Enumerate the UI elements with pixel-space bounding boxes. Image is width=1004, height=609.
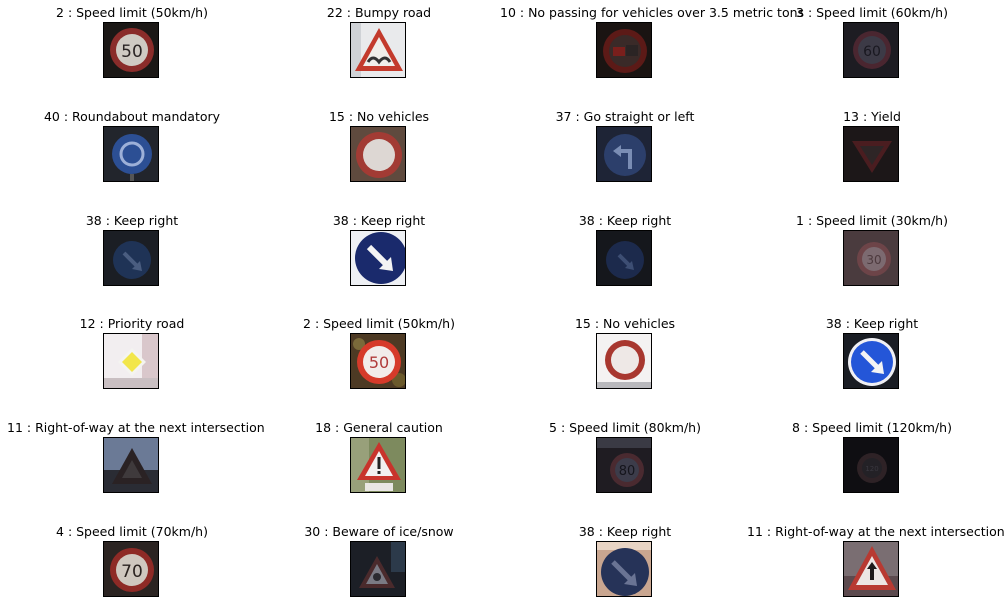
sign-cell: 38 : Keep right bbox=[747, 316, 997, 412]
sign-cell: 22 : Bumpy road bbox=[254, 5, 504, 101]
sign-cell: 38 : Keep right bbox=[7, 213, 257, 309]
sign-caption: 38 : Keep right bbox=[825, 316, 919, 331]
svg-text:50: 50 bbox=[369, 353, 389, 372]
sign-caption: 3 : Speed limit (60km/h) bbox=[796, 5, 948, 20]
sign-caption: 22 : Bumpy road bbox=[326, 5, 432, 20]
sign-caption: 10 : No passing for vehicles over 3.5 me… bbox=[500, 5, 805, 20]
sign-cell: 37 : Go straight or left bbox=[500, 109, 750, 205]
sign-caption: 38 : Keep right bbox=[85, 213, 179, 228]
sign-cell: 38 : Keep right bbox=[500, 213, 750, 309]
svg-text:80: 80 bbox=[619, 464, 636, 479]
sign-image bbox=[596, 541, 652, 597]
svg-text:30: 30 bbox=[866, 253, 881, 267]
sign-cell: 18 : General caution bbox=[254, 420, 504, 516]
sign-image: 70 bbox=[103, 541, 159, 597]
sign-caption: 37 : Go straight or left bbox=[555, 109, 695, 124]
sign-cell: 3 : Speed limit (60km/h) 60 bbox=[747, 5, 997, 101]
sign-image bbox=[596, 22, 652, 78]
sign-image bbox=[350, 22, 406, 78]
sign-image bbox=[350, 126, 406, 182]
sign-caption: 18 : General caution bbox=[315, 420, 443, 435]
svg-text:120: 120 bbox=[865, 465, 878, 473]
sign-caption: 12 : Priority road bbox=[79, 316, 185, 331]
sign-caption: 11 : Right-of-way at the next intersecti… bbox=[747, 524, 1004, 539]
sign-image bbox=[350, 230, 406, 286]
sign-cell: 2 : Speed limit (50km/h) 50 bbox=[254, 316, 504, 412]
sign-image bbox=[843, 126, 899, 182]
sign-caption: 38 : Keep right bbox=[578, 213, 672, 228]
sign-image bbox=[596, 333, 652, 389]
sign-cell: 11 : Right-of-way at the next intersecti… bbox=[7, 420, 265, 516]
sign-cell: 38 : Keep right bbox=[254, 213, 504, 309]
sign-image: 50 bbox=[350, 333, 406, 389]
sign-image bbox=[596, 126, 652, 182]
sign-caption: 5 : Speed limit (80km/h) bbox=[549, 420, 701, 435]
sign-cell: 5 : Speed limit (80km/h) 80 bbox=[500, 420, 750, 516]
sign-cell: 2 : Speed limit (50km/h) 50 bbox=[7, 5, 257, 101]
sign-caption: 2 : Speed limit (50km/h) bbox=[303, 316, 455, 331]
sign-image: 60 bbox=[843, 22, 899, 78]
sign-caption: 15 : No vehicles bbox=[574, 316, 676, 331]
sign-image bbox=[103, 230, 159, 286]
sign-cell: 8 : Speed limit (120km/h) 120 bbox=[747, 420, 997, 516]
sign-image bbox=[843, 333, 899, 389]
sign-image bbox=[350, 541, 406, 597]
sign-cell: 1 : Speed limit (30km/h) 30 bbox=[747, 213, 997, 309]
svg-text:70: 70 bbox=[121, 562, 143, 582]
sign-caption: 1 : Speed limit (30km/h) bbox=[796, 213, 948, 228]
sign-image bbox=[843, 541, 899, 597]
sign-image bbox=[103, 126, 159, 182]
sign-caption: 2 : Speed limit (50km/h) bbox=[56, 5, 208, 20]
sign-cell: 4 : Speed limit (70km/h) 70 bbox=[7, 524, 257, 609]
sign-image: 30 bbox=[843, 230, 899, 286]
svg-text:60: 60 bbox=[863, 44, 881, 60]
sign-cell: 10 : No passing for vehicles over 3.5 me… bbox=[500, 5, 805, 101]
sign-caption: 15 : No vehicles bbox=[328, 109, 430, 124]
sign-caption: 8 : Speed limit (120km/h) bbox=[792, 420, 952, 435]
sign-image: 120 bbox=[843, 437, 899, 493]
sign-image bbox=[596, 230, 652, 286]
sign-image: 50 bbox=[103, 22, 159, 78]
sign-cell: 15 : No vehicles bbox=[254, 109, 504, 205]
sign-caption: 13 : Yield bbox=[843, 109, 901, 124]
sign-cell: 40 : Roundabout mandatory bbox=[7, 109, 257, 205]
sign-caption: 40 : Roundabout mandatory bbox=[43, 109, 221, 124]
sign-cell: 30 : Beware of ice/snow bbox=[254, 524, 504, 609]
sign-cell: 13 : Yield bbox=[747, 109, 997, 205]
sign-caption: 38 : Keep right bbox=[578, 524, 672, 539]
sign-image bbox=[103, 437, 159, 493]
sign-cell: 12 : Priority road bbox=[7, 316, 257, 412]
sign-image: 80 bbox=[596, 437, 652, 493]
sign-cell: 11 : Right-of-way at the next intersecti… bbox=[747, 524, 1004, 609]
sign-caption: 38 : Keep right bbox=[332, 213, 426, 228]
sign-image bbox=[103, 333, 159, 389]
sign-image bbox=[350, 437, 406, 493]
sign-cell: 15 : No vehicles bbox=[500, 316, 750, 412]
sign-caption: 11 : Right-of-way at the next intersecti… bbox=[7, 420, 265, 435]
sign-caption: 4 : Speed limit (70km/h) bbox=[56, 524, 208, 539]
sign-caption: 30 : Beware of ice/snow bbox=[304, 524, 454, 539]
svg-text:50: 50 bbox=[121, 42, 143, 62]
sign-cell: 38 : Keep right bbox=[500, 524, 750, 609]
